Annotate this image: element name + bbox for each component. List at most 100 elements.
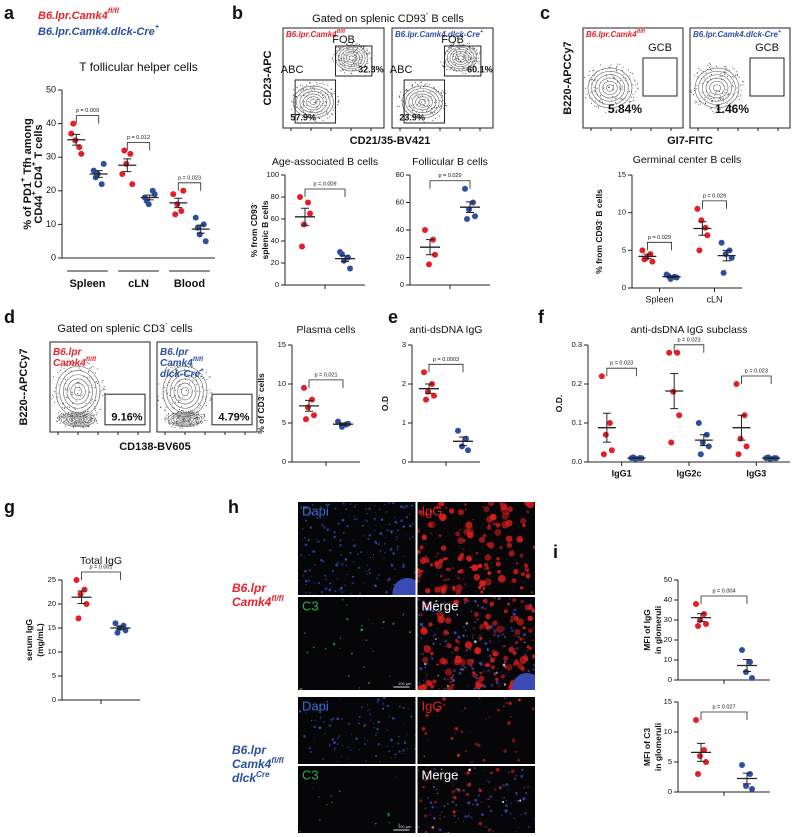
flow-event: [196, 414, 198, 416]
y-axis-label-part: +: [29, 190, 38, 195]
flow-event: [430, 108, 432, 110]
stain: [406, 505, 409, 508]
flow-event: [611, 88, 613, 90]
flow-event: [473, 60, 475, 62]
flow-event: [57, 392, 59, 394]
data-point: [606, 420, 613, 426]
flow-event: [64, 406, 66, 408]
stain: [444, 600, 446, 603]
flow-event: [731, 106, 733, 108]
stain: [368, 571, 372, 575]
stain: [472, 671, 476, 675]
y-tick-label: 10: [48, 647, 56, 656]
stain: [478, 536, 486, 543]
stain: [464, 601, 467, 604]
stain: [474, 600, 477, 603]
flow-event: [445, 104, 447, 106]
stain: [359, 592, 362, 595]
stain: [331, 502, 334, 503]
stain: [364, 723, 367, 726]
y-tick-label: 15: [278, 340, 286, 349]
data-point: [73, 577, 80, 583]
flow-event: [464, 57, 466, 59]
flow-event: [203, 413, 205, 415]
flow-event: [171, 402, 173, 404]
flow-event: [191, 365, 193, 367]
flow-event: [189, 360, 191, 362]
flow-event: [449, 46, 451, 48]
flow-event: [440, 106, 442, 108]
data-point: [170, 191, 177, 198]
stain: [308, 747, 311, 750]
stain: [451, 661, 453, 663]
flow-event: [306, 104, 308, 106]
flow-event: [166, 415, 168, 417]
stain: [388, 750, 390, 753]
stain: [353, 544, 356, 548]
micrograph-bg: [417, 697, 535, 764]
stain: [533, 646, 535, 648]
flow-event: [420, 81, 422, 83]
flow-event: [295, 96, 297, 98]
flow-event: [440, 101, 442, 103]
stain: [483, 562, 489, 568]
flow-event: [57, 396, 59, 398]
stain: [474, 767, 476, 770]
stain: [512, 612, 516, 616]
stain: [325, 710, 327, 712]
flow-gate: [642, 57, 678, 97]
flow-event: [719, 95, 721, 97]
data-point: [72, 137, 79, 144]
flow-event: [737, 91, 739, 93]
channel-label: Merge: [422, 598, 459, 613]
flow-event: [175, 401, 177, 403]
flow-event: [335, 46, 337, 48]
flow-event: [172, 396, 174, 398]
stain: [515, 561, 519, 565]
flow-event: [163, 387, 165, 389]
flow-contour: [63, 413, 93, 426]
flow-contour: [66, 414, 90, 425]
stain: [328, 743, 331, 746]
stain: [525, 598, 527, 600]
stain: [429, 603, 432, 606]
flow-event: [453, 56, 455, 58]
y-tick-label: 0: [51, 252, 56, 262]
stain: [388, 523, 391, 526]
stain: [472, 600, 475, 602]
flow-event: [61, 413, 63, 415]
stain: [414, 701, 416, 703]
stain: [480, 606, 484, 609]
flow-event: [399, 91, 401, 93]
flow-event: [67, 389, 69, 391]
flow-event: [736, 87, 738, 89]
flow-event: [586, 93, 588, 95]
y-tick-label: 10: [618, 208, 626, 217]
stain: [388, 577, 390, 579]
flow-event: [691, 91, 693, 93]
data-point: [697, 451, 704, 458]
flow-gate: [444, 45, 482, 77]
error-bar: [743, 659, 751, 672]
stain: [477, 637, 479, 639]
stain: [503, 697, 506, 700]
data-point: [143, 197, 150, 204]
flow-event: [708, 95, 710, 97]
y-axis-label-part: (mg/mL): [35, 623, 45, 657]
stain: [364, 738, 366, 740]
stain: [330, 795, 333, 797]
flow-event: [157, 383, 159, 385]
stain: [420, 569, 424, 573]
stain: [369, 557, 372, 559]
stain: [498, 639, 500, 641]
stain: [523, 633, 526, 637]
stain: [322, 721, 325, 723]
flow-contour: [306, 96, 321, 108]
flow-event: [420, 81, 422, 83]
stain: [323, 539, 326, 541]
flow-event: [190, 417, 192, 419]
y-tick-label: 80: [271, 192, 279, 201]
stain: [345, 508, 348, 511]
flow-event: [741, 89, 743, 91]
stain: [324, 732, 326, 735]
